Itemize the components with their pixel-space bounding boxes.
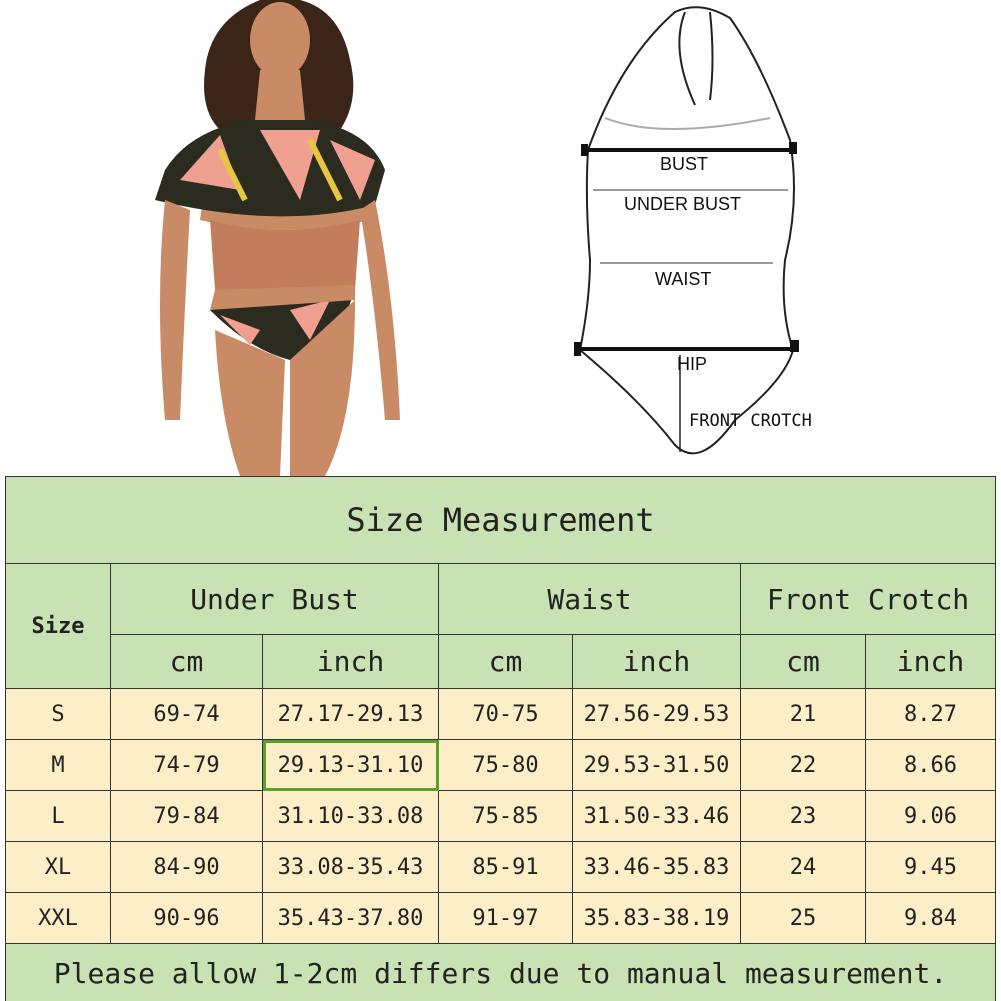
measurement-cell[interactable]: 91-97 bbox=[438, 892, 573, 944]
measurement-cell[interactable]: 9.06 bbox=[864, 790, 997, 842]
table-footer-note: Please allow 1-2cm differs due to manual… bbox=[4, 943, 997, 1001]
measurement-cell[interactable]: 79-84 bbox=[110, 790, 263, 842]
table-row: M 74-79 29.13-31.10 75-80 29.53-31.50 22 8.66 bbox=[5, 739, 997, 791]
measurement-cell[interactable]: 35.43-37.80 bbox=[262, 892, 439, 944]
group-under-bust: Under Bust bbox=[110, 563, 439, 635]
measurement-cell[interactable]: 74-79 bbox=[110, 739, 263, 791]
measurement-cell[interactable]: 27.17-29.13 bbox=[262, 688, 439, 740]
waist-label: WAIST bbox=[655, 269, 712, 289]
measurement-cell[interactable]: 35.83-38.19 bbox=[572, 892, 741, 944]
table-row: S 69-74 27.17-29.13 70-75 27.56-29.53 21 8.27 bbox=[5, 688, 997, 740]
measurement-cell[interactable]: 33.08-35.43 bbox=[262, 841, 439, 893]
size-header: Size bbox=[5, 563, 111, 689]
measurement-cell[interactable]: 70-75 bbox=[438, 688, 573, 740]
measurement-cell[interactable]: 25 bbox=[740, 892, 866, 944]
model-photo bbox=[155, 0, 400, 476]
measurement-cell[interactable]: 9.45 bbox=[864, 841, 997, 893]
bust-label: BUST bbox=[660, 154, 709, 174]
unit-header: inch bbox=[572, 634, 741, 689]
unit-header: cm bbox=[438, 634, 573, 689]
measurement-cell[interactable]: 69-74 bbox=[110, 688, 263, 740]
measurement-cell[interactable]: 31.10-33.08 bbox=[262, 790, 439, 842]
measurement-cell[interactable]: 75-85 bbox=[438, 790, 573, 842]
group-front-crotch: Front Crotch bbox=[739, 563, 997, 635]
measurement-cell[interactable]: 8.66 bbox=[864, 739, 997, 791]
table-row: XXL 90-96 35.43-37.80 91-97 35.83-38.19 25 9.8… bbox=[5, 892, 997, 944]
measurement-cell[interactable]: 33.46-35.83 bbox=[572, 841, 741, 893]
size-cell[interactable]: XXL bbox=[5, 892, 111, 944]
hip-label: HIP bbox=[677, 354, 708, 374]
swimsuit-measurement-diagram bbox=[574, 6, 799, 455]
size-cell[interactable]: S bbox=[5, 688, 111, 740]
measurement-cell[interactable]: 8.27 bbox=[864, 688, 997, 740]
measurement-cell[interactable]: 90-96 bbox=[110, 892, 263, 944]
measurement-cell[interactable]: 84-90 bbox=[110, 841, 263, 893]
size-cell[interactable]: M bbox=[5, 739, 111, 791]
measurement-cell[interactable]: 85-91 bbox=[438, 841, 573, 893]
table-title: Size Measurement bbox=[4, 476, 997, 564]
unit-header: inch bbox=[262, 634, 439, 689]
measurement-cell[interactable]: 29.53-31.50 bbox=[572, 739, 741, 791]
unit-header: cm bbox=[110, 634, 263, 689]
under-bust-label: UNDER BUST bbox=[624, 194, 742, 214]
unit-header: inch bbox=[864, 634, 997, 689]
measurement-cell[interactable]: 21 bbox=[740, 688, 866, 740]
table-row: XL 84-90 33.08-35.43 85-91 33.46-35.83 24 9.45 bbox=[5, 841, 997, 893]
front-crotch-label: FRONT CROTCH bbox=[689, 411, 812, 431]
size-cell[interactable]: XL bbox=[5, 841, 111, 893]
table-row: L 79-84 31.10-33.08 75-85 31.50-33.46 23 9.06 bbox=[5, 790, 997, 842]
size-table: Size Measurement Size Under Bust Waist F… bbox=[4, 476, 997, 1001]
unit-header: cm bbox=[740, 634, 866, 689]
measurement-cell[interactable]: 9.84 bbox=[864, 892, 997, 944]
measurement-cell[interactable]: 75-80 bbox=[438, 739, 573, 791]
measurement-cell[interactable]: 22 bbox=[740, 739, 866, 791]
measurement-cell[interactable]: 27.56-29.53 bbox=[572, 688, 741, 740]
group-waist: Waist bbox=[438, 563, 741, 635]
size-cell[interactable]: L bbox=[5, 790, 111, 842]
measurement-cell[interactable]: 29.13-31.10 bbox=[262, 739, 439, 791]
measurement-cell[interactable]: 24 bbox=[740, 841, 866, 893]
measurement-cell[interactable]: 23 bbox=[740, 790, 866, 842]
measurement-cell[interactable]: 31.50-33.46 bbox=[572, 790, 741, 842]
